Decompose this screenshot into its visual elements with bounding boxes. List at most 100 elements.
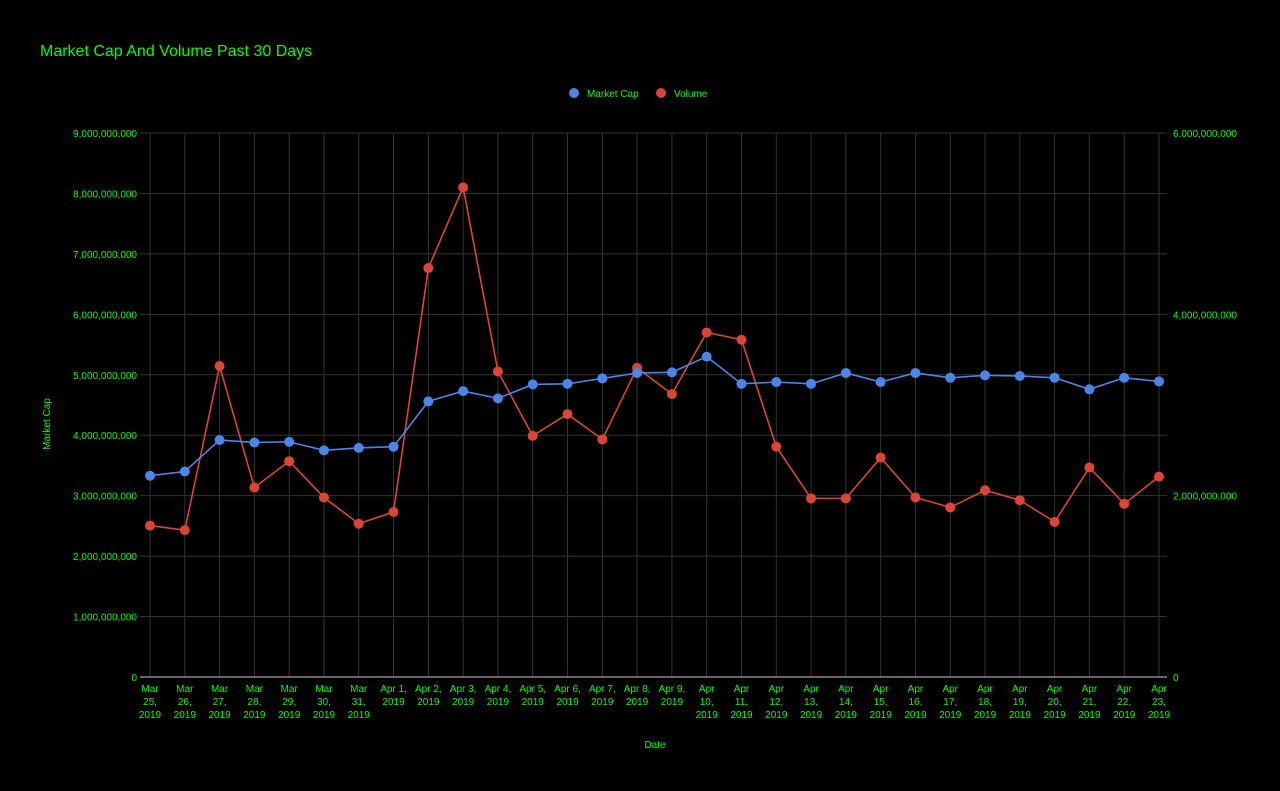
x-tick-line: 2019 bbox=[556, 697, 579, 708]
data-point-volume bbox=[666, 389, 677, 400]
data-point-market-cap bbox=[1049, 372, 1060, 383]
x-tick-line: 2019 bbox=[765, 710, 788, 721]
x-tick-line: 2019 bbox=[174, 710, 197, 721]
x-tick-line: 2019 bbox=[835, 710, 858, 721]
data-point-volume bbox=[945, 502, 956, 513]
x-tick-line: 2019 bbox=[348, 710, 371, 721]
x-tick-line: Mar bbox=[246, 684, 264, 695]
data-point-volume bbox=[318, 492, 329, 503]
x-tick-line: 2019 bbox=[139, 710, 162, 721]
data-point-volume bbox=[249, 482, 260, 493]
y2-tick-label: 2,000,000,000 bbox=[1173, 492, 1237, 503]
x-tick-line: Apr 3, bbox=[450, 684, 477, 695]
data-point-volume bbox=[771, 441, 782, 452]
x-tick-line: Apr bbox=[1151, 684, 1167, 695]
x-tick-line: Apr 6, bbox=[554, 684, 581, 695]
data-point-market-cap bbox=[945, 372, 956, 383]
y-tick-label: 6,000,000,000 bbox=[73, 310, 137, 321]
x-tick-label: Apr 20, 2019 bbox=[1043, 684, 1066, 721]
x-tick-line: 18, bbox=[978, 697, 992, 708]
x-tick-line: 31, bbox=[352, 697, 366, 708]
x-axis-label: Date bbox=[644, 740, 666, 751]
x-tick-line: 2019 bbox=[626, 697, 649, 708]
data-point-volume bbox=[736, 334, 747, 345]
x-tick-label: Apr 18, 2019 bbox=[974, 684, 997, 721]
data-point-market-cap bbox=[666, 367, 677, 378]
x-tick-label: Apr 13, 2019 bbox=[800, 684, 823, 721]
x-tick-line: Apr bbox=[1012, 684, 1028, 695]
series-lines bbox=[149, 184, 1160, 532]
data-point-market-cap bbox=[910, 367, 921, 378]
x-tick-label: Apr 11, 2019 bbox=[730, 684, 753, 721]
x-tick-line: 2019 bbox=[904, 710, 927, 721]
x-tick-line: Apr bbox=[942, 684, 958, 695]
data-point-market-cap bbox=[179, 466, 190, 477]
x-tick-line: Apr bbox=[908, 684, 924, 695]
x-tick-line: Apr 7, bbox=[589, 684, 616, 695]
x-tick-line: 16, bbox=[908, 697, 922, 708]
data-point-market-cap bbox=[701, 351, 712, 362]
data-point-market-cap bbox=[562, 378, 573, 389]
data-point-volume bbox=[284, 456, 295, 467]
x-tick-line: 2019 bbox=[522, 697, 545, 708]
x-tick-line: Apr 9, bbox=[659, 684, 686, 695]
x-tick-label: Apr 9, 2019 bbox=[659, 684, 686, 708]
y-tick-label: 4,000,000,000 bbox=[73, 431, 137, 442]
x-tick-line: Apr bbox=[1082, 684, 1098, 695]
x-tick-line: 2019 bbox=[974, 710, 997, 721]
x-axis-ticks: Mar 25, 2019 Mar 26, 2019 Mar 27, 2019 Mar 28, 2019… bbox=[139, 684, 1171, 721]
x-tick-line: Apr bbox=[977, 684, 993, 695]
x-tick-line: 29, bbox=[282, 697, 296, 708]
x-tick-line: 2019 bbox=[870, 710, 893, 721]
data-point-volume bbox=[840, 493, 851, 504]
x-tick-label: Apr 23, 2019 bbox=[1148, 684, 1171, 721]
data-point-volume bbox=[353, 518, 364, 529]
data-point-volume bbox=[1119, 498, 1130, 509]
data-point-market-cap bbox=[806, 378, 817, 389]
data-point-market-cap bbox=[1154, 376, 1164, 387]
x-tick-line: Mar bbox=[350, 684, 368, 695]
y-tick-label: 5,000,000,000 bbox=[73, 371, 137, 382]
data-point-volume bbox=[1154, 471, 1164, 482]
x-tick-label: Mar 30, 2019 bbox=[313, 684, 336, 721]
y2-axis-ticks: 0 2,000,000,000 4,000,000,000 6,000,000,000 bbox=[1173, 129, 1237, 684]
x-tick-line: Apr 1, bbox=[380, 684, 407, 695]
data-point-volume bbox=[806, 493, 817, 504]
data-point-market-cap bbox=[458, 386, 469, 397]
x-tick-label: Mar 29, 2019 bbox=[278, 684, 301, 721]
x-tick-line: 2019 bbox=[591, 697, 614, 708]
y-tick-label: 9,000,000,000 bbox=[73, 129, 137, 140]
x-tick-line: 28, bbox=[247, 697, 261, 708]
x-tick-line: Mar bbox=[315, 684, 333, 695]
x-tick-line: 2019 bbox=[1078, 710, 1101, 721]
data-point-market-cap bbox=[980, 370, 991, 381]
x-tick-line: 2019 bbox=[382, 697, 405, 708]
x-tick-line: Apr bbox=[838, 684, 854, 695]
y-tick-label: 7,000,000,000 bbox=[73, 250, 137, 261]
x-tick-label: Apr 4, 2019 bbox=[485, 684, 512, 708]
x-tick-line: Mar bbox=[211, 684, 229, 695]
y-axis-ticks: 0 1,000,000,000 2,000,000,000 3,000,000,000… bbox=[73, 129, 137, 684]
data-point-volume bbox=[1049, 516, 1060, 527]
legend-label: Volume bbox=[674, 89, 708, 100]
data-point-volume bbox=[875, 452, 886, 463]
x-tick-label: Apr 3, 2019 bbox=[450, 684, 477, 708]
data-point-market-cap bbox=[771, 377, 782, 388]
data-point-volume bbox=[145, 520, 155, 531]
y-tick-label: 2,000,000,000 bbox=[73, 552, 137, 563]
x-tick-line: Apr bbox=[734, 684, 750, 695]
y-tick-label: 0 bbox=[131, 673, 137, 684]
data-point-market-cap bbox=[1119, 372, 1130, 383]
x-tick-label: Apr 12, 2019 bbox=[765, 684, 788, 721]
x-tick-line: 30, bbox=[317, 697, 331, 708]
x-tick-line: 2019 bbox=[417, 697, 440, 708]
y2-tick-label: 4,000,000,000 bbox=[1173, 310, 1237, 321]
x-tick-line: 2019 bbox=[243, 710, 266, 721]
data-point-volume bbox=[179, 525, 190, 536]
data-point-market-cap bbox=[318, 445, 329, 456]
data-point-market-cap bbox=[597, 373, 608, 384]
data-point-volume bbox=[458, 182, 469, 193]
data-point-market-cap bbox=[632, 367, 643, 378]
x-tick-label: Mar 27, 2019 bbox=[208, 684, 231, 721]
x-tick-line: 25, bbox=[143, 697, 157, 708]
